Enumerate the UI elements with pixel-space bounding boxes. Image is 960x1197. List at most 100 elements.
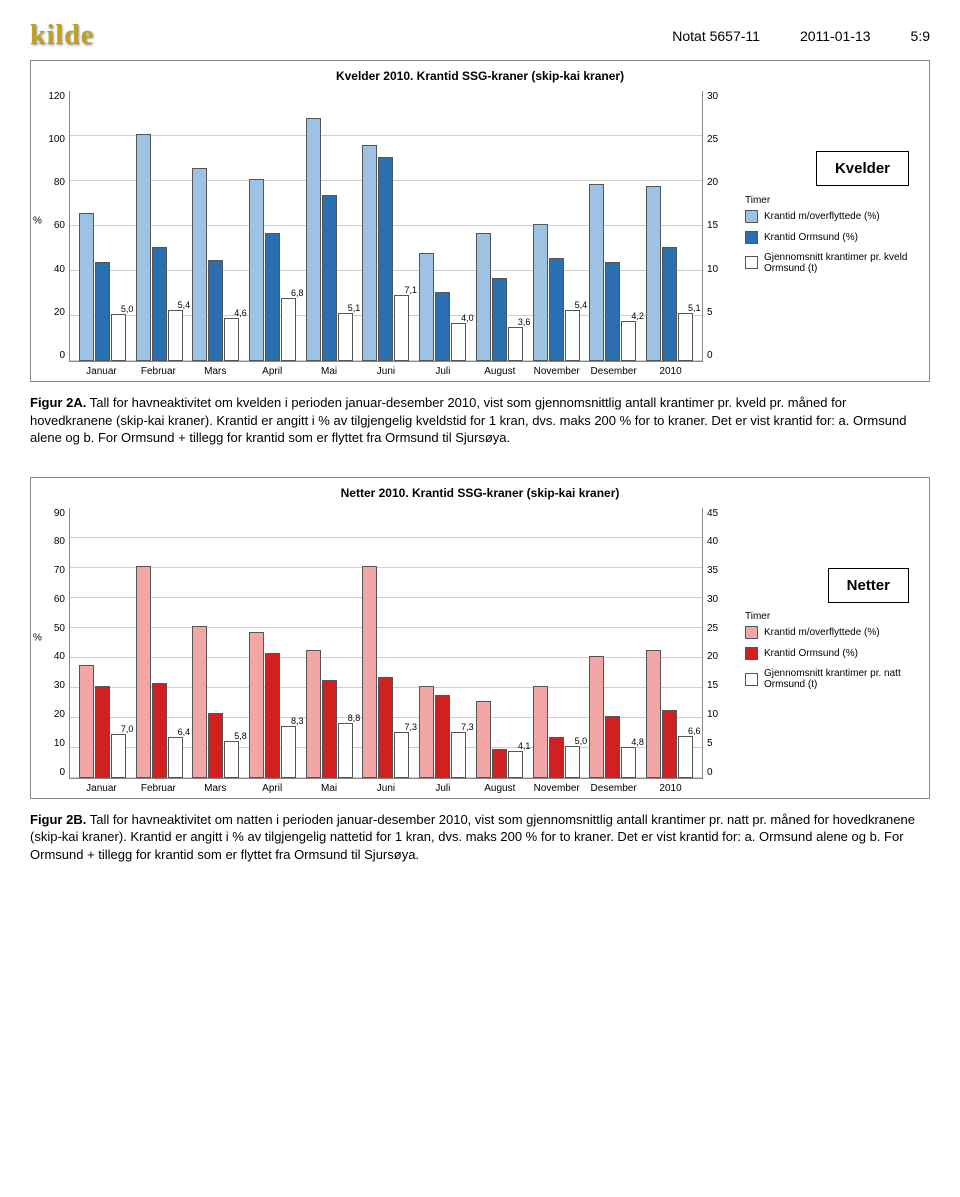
bar-series3 bbox=[281, 726, 296, 778]
bar-series3 bbox=[394, 732, 409, 778]
bar-series2 bbox=[435, 292, 450, 362]
bar-group: 6,6 bbox=[645, 650, 695, 778]
bar-series2 bbox=[152, 247, 167, 362]
chart-title: Kvelder 2010. Krantid SSG-kraner (skip-k… bbox=[35, 69, 925, 83]
bar-group: 5,0 bbox=[531, 686, 581, 778]
bar-series2 bbox=[662, 710, 677, 778]
page-header: kilde Notat 5657-11 2011-01-13 5:9 bbox=[30, 20, 930, 52]
y-left-label: % bbox=[33, 216, 42, 227]
legend-label: Krantid Ormsund (%) bbox=[764, 648, 858, 659]
bar-group: 3,6 bbox=[474, 233, 524, 361]
bar-series3 bbox=[508, 751, 523, 778]
bar-series3 bbox=[168, 310, 183, 361]
figure-number: Figur 2B. bbox=[30, 812, 86, 827]
bar-group: 5,8 bbox=[191, 626, 241, 778]
bar-series2 bbox=[322, 195, 337, 361]
bar-value-label: 4,0 bbox=[461, 313, 474, 323]
swatch-icon bbox=[745, 626, 758, 639]
bar-group: 7,3 bbox=[361, 566, 411, 778]
bar-series3 bbox=[678, 313, 693, 361]
bar-series3 bbox=[111, 314, 126, 361]
bar-group: 5,0 bbox=[77, 213, 127, 361]
bar-series2 bbox=[605, 262, 620, 361]
y-right-label: Timer bbox=[745, 611, 925, 622]
bar-series1 bbox=[533, 686, 548, 778]
bar-group: 6,4 bbox=[134, 566, 184, 778]
bar-value-label: 4,1 bbox=[518, 741, 531, 751]
bar-group: 5,1 bbox=[304, 118, 354, 361]
bar-series1 bbox=[362, 145, 377, 361]
logo: kilde bbox=[30, 20, 94, 52]
caption-2b: Figur 2B. Tall for havneaktivitet om nat… bbox=[30, 811, 930, 864]
legend: Timer Krantid m/overflyttede (%) Krantid… bbox=[737, 91, 925, 377]
bar-series1 bbox=[362, 566, 377, 778]
bar-series1 bbox=[136, 134, 151, 361]
y-axis-right: 302520151050 bbox=[703, 91, 737, 361]
header-meta: Notat 5657-11 2011-01-13 5:9 bbox=[672, 28, 930, 44]
bar-series2 bbox=[208, 713, 223, 778]
bar-group: 7,3 bbox=[418, 686, 468, 778]
bar-value-label: 5,8 bbox=[234, 731, 247, 741]
bar-group: 7,0 bbox=[77, 665, 127, 778]
legend-label: Krantid m/overflyttede (%) bbox=[764, 627, 880, 638]
bar-series3 bbox=[338, 313, 353, 361]
bar-series1 bbox=[249, 632, 264, 778]
caption-text: Tall for havneaktivitet om kvelden i per… bbox=[30, 395, 906, 445]
y-left-label: % bbox=[33, 632, 42, 643]
bar-series3 bbox=[621, 747, 636, 778]
chart-kvelder: Kvelder 2010. Krantid SSG-kraner (skip-k… bbox=[30, 60, 930, 382]
bar-series1 bbox=[306, 118, 321, 361]
swatch-icon bbox=[745, 210, 758, 223]
bar-series3 bbox=[451, 732, 466, 778]
bar-series1 bbox=[419, 686, 434, 778]
bar-series3 bbox=[338, 723, 353, 778]
bar-series1 bbox=[192, 626, 207, 778]
bar-series1 bbox=[646, 186, 661, 361]
bar-value-label: 5,4 bbox=[575, 300, 588, 310]
bar-series2 bbox=[95, 686, 110, 778]
doc-date: 2011-01-13 bbox=[800, 28, 871, 44]
bar-series2 bbox=[265, 653, 280, 778]
bar-group: 5,1 bbox=[645, 186, 695, 361]
plot-area: 5,05,44,66,85,17,14,03,65,44,25,1 bbox=[69, 91, 703, 362]
bar-series3 bbox=[451, 323, 466, 361]
bar-series1 bbox=[646, 650, 661, 778]
bar-value-label: 3,6 bbox=[518, 317, 531, 327]
bar-series2 bbox=[322, 680, 337, 778]
bar-series2 bbox=[95, 262, 110, 361]
legend-label: Gjennomsnitt krantimer pr. natt Ormsund … bbox=[764, 668, 925, 690]
bar-series1 bbox=[589, 656, 604, 778]
bar-series2 bbox=[208, 260, 223, 361]
bar-series2 bbox=[378, 157, 393, 362]
bar-series2 bbox=[605, 716, 620, 778]
bar-series1 bbox=[192, 168, 207, 361]
doc-page: 5:9 bbox=[911, 28, 930, 44]
bar-value-label: 8,8 bbox=[348, 713, 361, 723]
bar-group: 5,4 bbox=[531, 224, 581, 361]
swatch-icon bbox=[745, 231, 758, 244]
bar-series1 bbox=[79, 213, 94, 361]
swatch-icon bbox=[745, 256, 758, 269]
bar-group: 6,8 bbox=[248, 179, 298, 361]
bar-series3 bbox=[565, 746, 580, 778]
bar-series3 bbox=[621, 321, 636, 361]
bar-value-label: 7,3 bbox=[461, 722, 474, 732]
bar-series2 bbox=[662, 247, 677, 362]
chart-netter: Netter 2010. Krantid SSG-kraner (skip-ka… bbox=[30, 477, 930, 799]
bar-value-label: 5,4 bbox=[178, 300, 191, 310]
legend: Timer Krantid m/overflyttede (%) Krantid… bbox=[737, 508, 925, 794]
bar-series1 bbox=[533, 224, 548, 361]
bar-series3 bbox=[281, 298, 296, 361]
bar-group: 4,1 bbox=[474, 701, 524, 778]
bar-value-label: 7,3 bbox=[404, 722, 417, 732]
bar-value-label: 4,8 bbox=[631, 737, 644, 747]
bar-series3 bbox=[168, 737, 183, 777]
bar-series1 bbox=[419, 253, 434, 361]
bar-series2 bbox=[435, 695, 450, 778]
bar-series1 bbox=[136, 566, 151, 778]
bar-value-label: 7,1 bbox=[404, 285, 417, 295]
bar-value-label: 6,8 bbox=[291, 288, 304, 298]
bar-series2 bbox=[549, 258, 564, 361]
doc-id: Notat 5657-11 bbox=[672, 28, 760, 44]
bar-group: 4,2 bbox=[588, 184, 638, 362]
